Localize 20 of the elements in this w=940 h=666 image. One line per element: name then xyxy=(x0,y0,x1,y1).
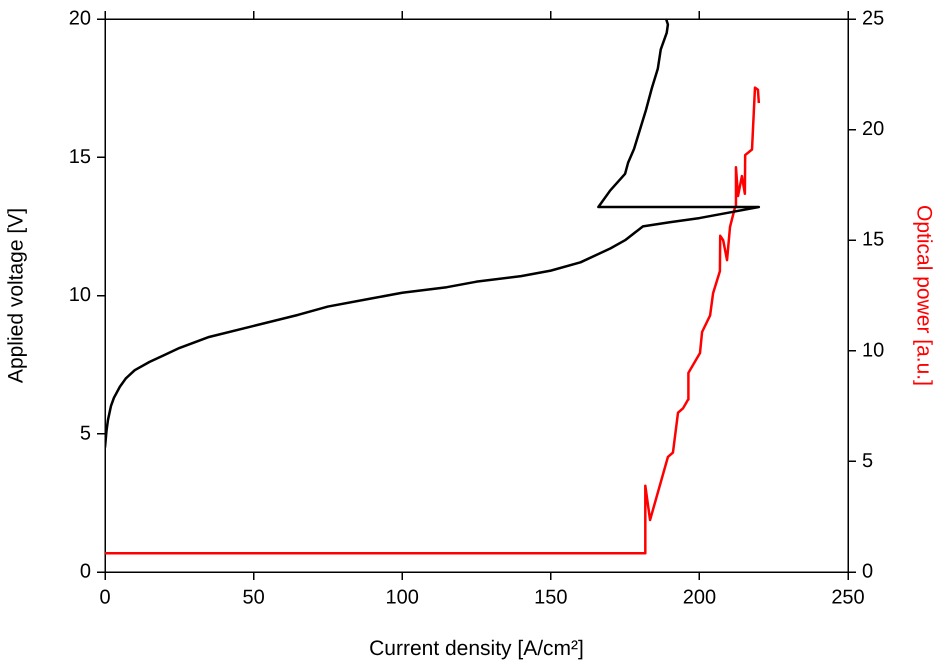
y2-tick-label: 20 xyxy=(862,118,884,140)
y-tick-label: 15 xyxy=(68,146,91,168)
y-tick-label: 10 xyxy=(68,284,91,306)
y2-tick-label: 10 xyxy=(862,339,884,362)
x-tick-label: 250 xyxy=(831,586,865,609)
y2-tick-label: 15 xyxy=(862,228,884,251)
x-tick-label: 0 xyxy=(99,586,111,609)
x-axis-title: Current density [A/cm²] xyxy=(369,637,584,660)
x-tick-label: 100 xyxy=(386,586,419,609)
y-axis-title: Applied voltage [V] xyxy=(4,208,28,384)
y2-axis-title: Optical power [a.u.] xyxy=(912,205,936,386)
y2-tick-label: 0 xyxy=(862,560,874,583)
y-tick-label: 0 xyxy=(80,560,91,583)
x-tick-label: 200 xyxy=(682,586,716,609)
x-tick-label: 50 xyxy=(242,586,265,609)
y2-tick-label: 25 xyxy=(862,8,884,30)
y2-tick-label: 5 xyxy=(862,450,874,472)
y-tick-label: 5 xyxy=(80,422,91,444)
x-tick-label: 150 xyxy=(534,586,568,609)
y-tick-label: 20 xyxy=(68,8,91,30)
